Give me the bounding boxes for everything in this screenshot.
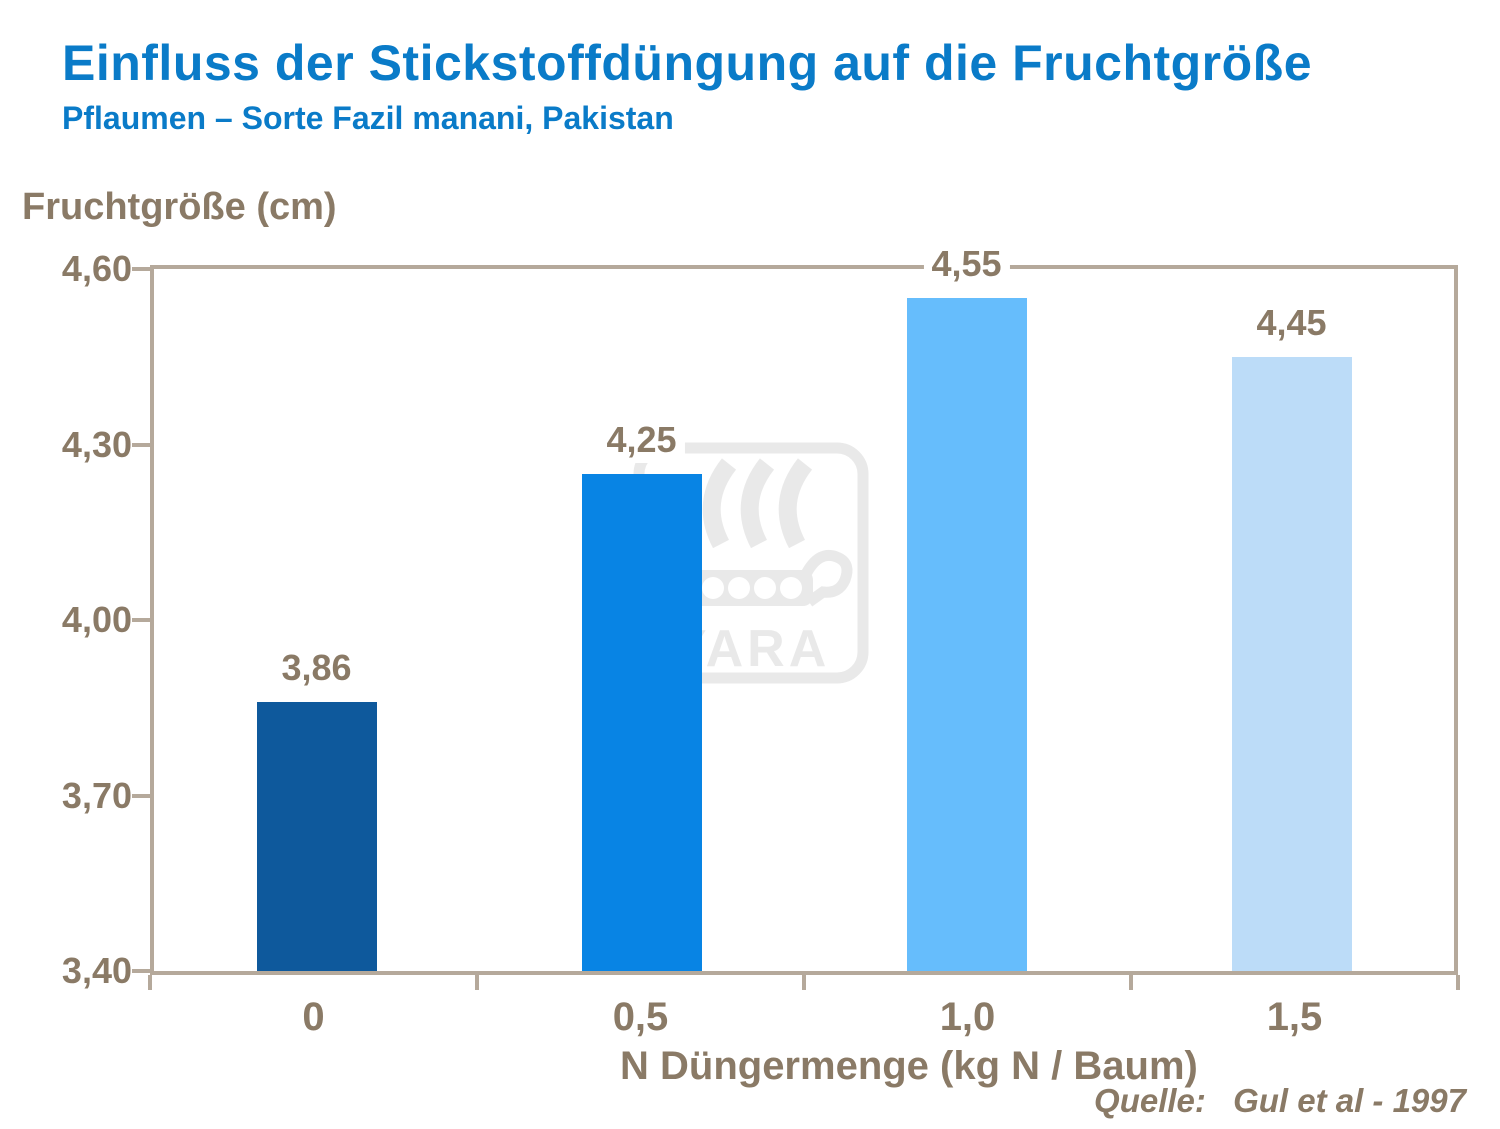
source-note: Quelle: Gul et al - 1997 — [1094, 1082, 1466, 1120]
x-tick-mark — [802, 975, 806, 990]
y-tick-label: 3,40 — [61, 950, 132, 991]
y-tick-mark — [132, 793, 150, 798]
chart-subtitle: Pflaumen – Sorte Fazil manani, Pakistan — [62, 100, 674, 136]
source-label: Quelle: — [1094, 1082, 1206, 1119]
y-tick-mark — [132, 267, 150, 271]
x-tick-label: 0,5 — [612, 995, 669, 1039]
x-tick-mark — [475, 975, 479, 990]
chart-title: Einfluss der Stickstoffdüngung auf die F… — [62, 35, 1313, 91]
y-tick-label: 4,00 — [61, 599, 132, 640]
dragon-head-icon — [800, 549, 853, 607]
x-tick-mark — [1456, 975, 1460, 990]
yara-logo-watermark: YARA — [633, 442, 869, 684]
y-tick-label: 4,60 — [61, 248, 132, 289]
y-tick-label: 4,30 — [61, 423, 132, 465]
shield-icon — [754, 577, 776, 599]
y-axis-title: Fruchtgröße (cm) — [22, 186, 337, 228]
sail-icon — [778, 458, 813, 549]
shield-icon — [728, 577, 750, 599]
x-axis-title: N Düngermenge (kg N / Baum) — [620, 1044, 1198, 1088]
sail-icon — [740, 458, 775, 549]
shield-icon — [780, 577, 802, 599]
x-tick-mark — [148, 975, 152, 990]
y-tick-label: 3,70 — [61, 774, 132, 816]
sail-icon — [702, 458, 737, 549]
x-tick-label: 1,5 — [1266, 995, 1323, 1039]
ship-hull-icon — [689, 570, 813, 606]
y-tick-mark — [132, 969, 150, 973]
watermark-text: YARA — [672, 620, 831, 678]
y-tick-mark — [132, 442, 150, 447]
x-tick-label: 0 — [302, 995, 325, 1039]
y-tick-mark — [132, 618, 150, 622]
x-tick-label: 1,0 — [939, 995, 996, 1039]
plot-area — [150, 265, 1458, 975]
source-value: Gul et al - 1997 — [1233, 1082, 1466, 1119]
x-tick-mark — [1129, 975, 1133, 990]
shield-icon — [702, 577, 724, 599]
